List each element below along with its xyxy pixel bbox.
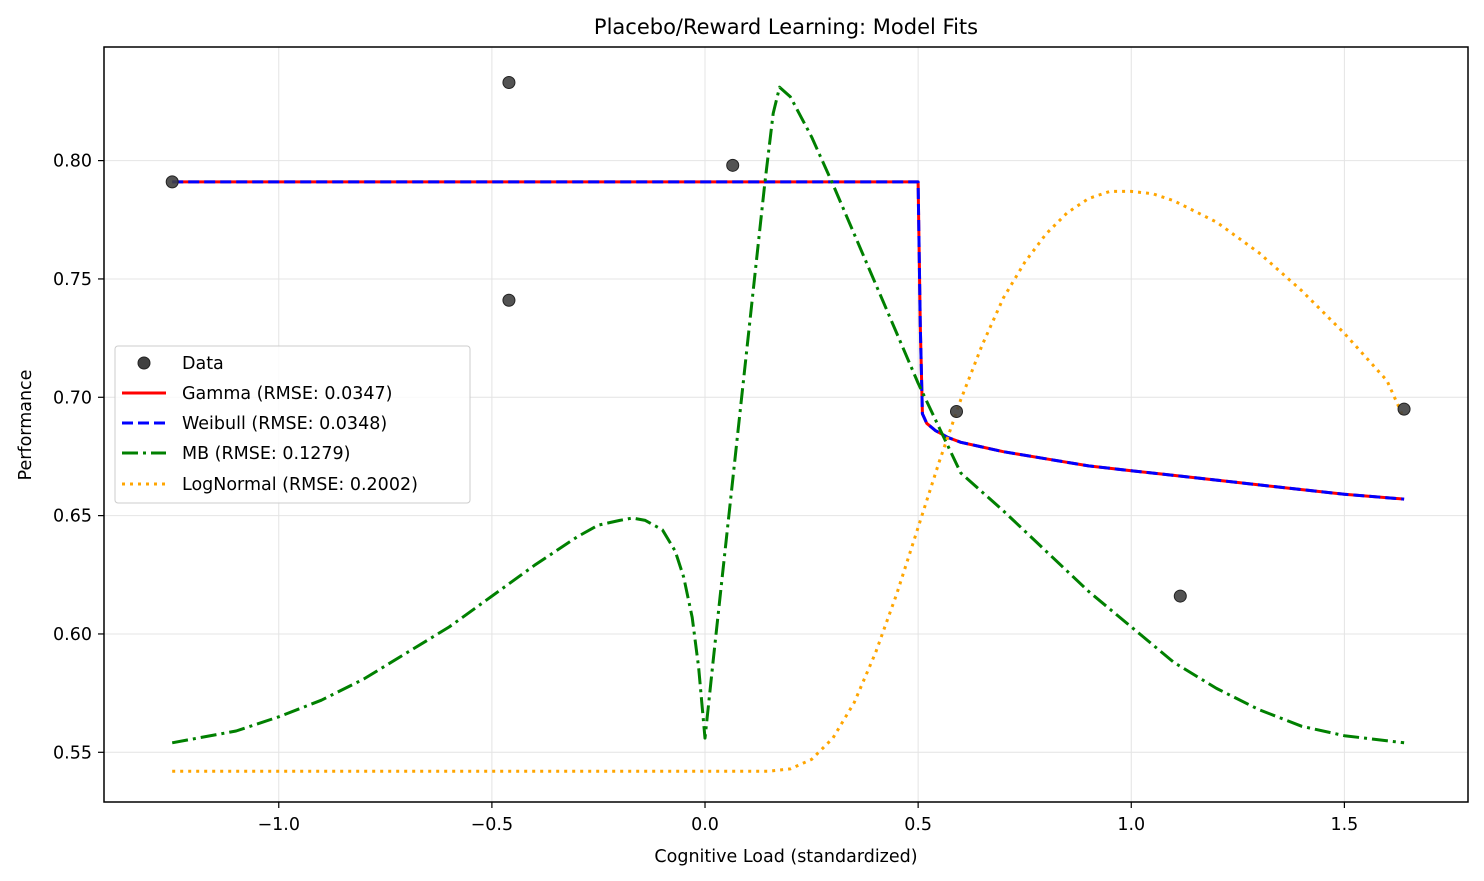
- x-tick-label: 1.5: [1330, 815, 1358, 835]
- data-point: [165, 175, 179, 189]
- chart-title: Placebo/Reward Learning: Model Fits: [594, 15, 978, 39]
- y-tick-label: 0.65: [53, 507, 92, 527]
- plot-area: [165, 76, 1411, 773]
- data-points: [165, 76, 1411, 603]
- legend-label-gamma: Gamma (RMSE: 0.0347): [182, 384, 392, 404]
- legend-label-mb: MB (RMSE: 0.1279): [182, 444, 350, 464]
- x-axis-label: Cognitive Load (standardized): [654, 847, 917, 867]
- x-tick-label: 1.0: [1117, 815, 1145, 835]
- legend-label-data: Data: [182, 354, 224, 374]
- x-axis: −1.0 −0.5 0.0 0.5 1.0 1.5: [258, 802, 1358, 835]
- x-tick-label: −0.5: [471, 815, 514, 835]
- y-tick-label: 0.55: [53, 743, 92, 763]
- grid-lines: [104, 47, 1468, 802]
- y-tick-label: 0.80: [53, 152, 92, 172]
- data-point: [502, 76, 516, 90]
- x-tick-label: −1.0: [258, 815, 301, 835]
- y-tick-label: 0.70: [53, 388, 92, 408]
- mb-series-line: [171, 85, 1405, 745]
- lognormal-series-line: [172, 189, 1406, 773]
- y-tick-label: 0.75: [53, 270, 92, 290]
- plot-frame: [103, 46, 1469, 803]
- weibull-series-line: [172, 180, 1405, 501]
- series-lines: [171, 85, 1406, 773]
- legend-box: [114, 345, 471, 504]
- legend-label-weibull: Weibull (RMSE: 0.0348): [182, 414, 387, 434]
- data-point: [1397, 402, 1411, 416]
- data-point: [950, 404, 963, 418]
- y-tick-label: 0.60: [53, 625, 92, 645]
- legend: Data Gamma (RMSE: 0.0347) Weibull (RMSE:…: [114, 345, 471, 504]
- y-axis-label: Performance: [16, 370, 36, 481]
- data-point: [726, 158, 740, 172]
- x-tick-label: 0.5: [904, 815, 932, 835]
- legend-label-lognormal: LogNormal (RMSE: 0.2002): [182, 475, 418, 495]
- data-point: [1173, 589, 1187, 603]
- data-point: [502, 293, 516, 307]
- y-axis: 0.55 0.60 0.65 0.70 0.75 0.80: [53, 152, 104, 763]
- x-tick-label: 0.0: [691, 815, 719, 835]
- legend-marker-data: [137, 356, 151, 370]
